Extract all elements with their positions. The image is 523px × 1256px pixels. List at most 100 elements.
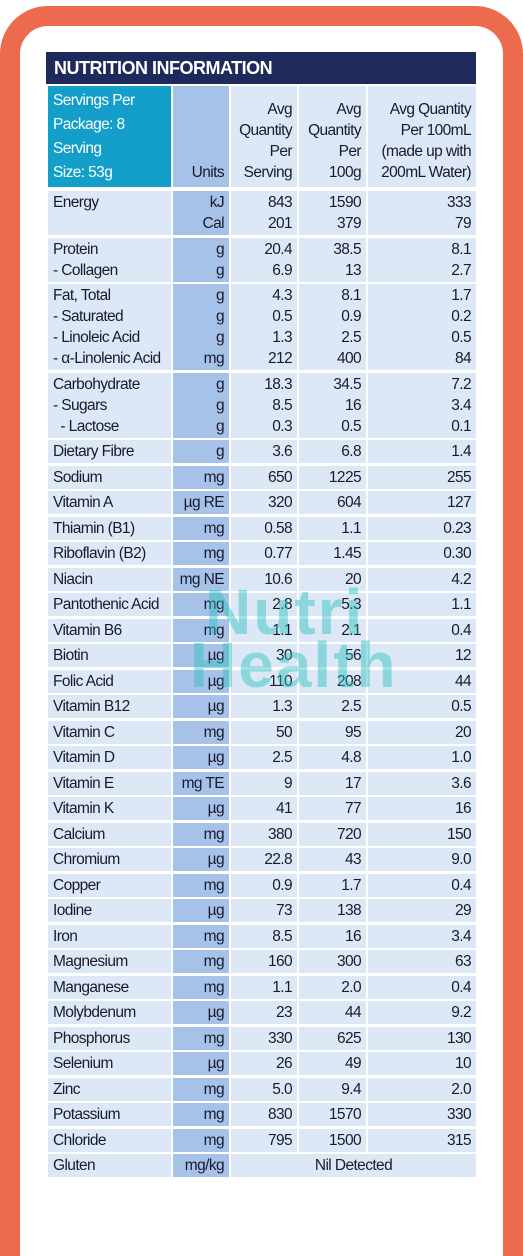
per100g-text: 13 [344,261,362,279]
serving-text: 23 [275,1004,293,1021]
per100g-cell: 20 [299,567,366,591]
units-cell: mg [173,822,229,846]
nutrient-text: Folic Acid [53,672,114,690]
units-cell: mg NE [173,567,229,591]
serving-cell: 0.77 [231,542,297,565]
nutrient-cell: Riboflavin (B2) [48,542,171,565]
per100g-text: 2.1 [341,621,361,639]
nutrient-text: Manganese [53,978,129,996]
per100ml-cell: 0.4 [368,975,476,999]
per100ml-text: 130 [446,1029,472,1047]
header-text: 200mL Water) [381,164,471,181]
nutrient-cell: Zinc [48,1077,171,1101]
per100ml-text: 44 [454,672,472,690]
watermark: Nutri [205,576,365,648]
serving-text: 22.8 [264,851,292,868]
serving-text: 18.3 [264,375,292,393]
per100ml-text: 0.5 [451,698,471,715]
per100ml-cell: 3.4 [368,924,476,948]
serving-cell: 30 [231,644,297,667]
units-cell: kJ Cal [173,191,229,235]
serving-text: 30 [275,647,293,664]
per100g-text: 400 [336,350,362,367]
units-text: kJ [209,194,225,211]
per100ml-cell: 44 [368,669,476,693]
per100ml-cell: 20 [368,720,476,744]
units-text: g [215,375,225,393]
per100ml-text: 3.4 [451,396,471,414]
nutrient-cell: Molybdenum [48,1001,171,1024]
serving-text: 4.3 [272,287,292,304]
per100ml-text: 150 [446,825,472,843]
units-text: mg [203,876,225,894]
serving-cell: 10.6 [231,567,297,591]
serving-text: 9 [283,774,293,792]
per100g-text: 604 [336,494,362,511]
per100ml-cell: 1.1 [368,593,476,616]
serving-text: 110 [269,672,293,690]
nutrient-cell: Vitamin B12 [48,695,171,718]
per100g-cell: 2.5 [299,695,366,718]
serving-text: 8.5 [272,396,292,414]
units-cell: mg [173,542,229,565]
nutrient-text: Vitamin B6 [53,621,122,639]
per100g-cell: 1500 [299,1128,366,1152]
serving-text: 10.6 [264,570,292,588]
nutrient-text: - Saturated [53,308,124,325]
nutrient-text: - Lactose [53,417,119,435]
serving-text: 2.5 [272,749,292,766]
units-cell: µg [173,1001,229,1024]
nutrient-text: Protein [53,240,99,258]
units-text: µg [207,672,225,690]
units-text: µg [207,749,225,766]
units-cell: mg [173,465,229,489]
per100ml-text: 10 [454,1055,472,1072]
nutrient-text: Vitamin D [53,749,115,766]
nutrient-text: Molybdenum [53,1004,136,1021]
nutrient-text: Vitamin A [53,494,113,511]
per100ml-text: 1.4 [451,443,471,460]
nutrient-cell: Niacin [48,567,171,591]
nutrient-text: Thiamin (B1) [53,519,135,537]
serving-text: 201 [267,215,293,232]
nutrient-text: - α-Linolenic Acid [53,350,161,367]
units-text: mg [203,1106,225,1123]
per100ml-text: 0.23 [443,519,471,537]
nutrient-text: Chloride [53,1131,107,1149]
per100ml-text: 333 [446,194,472,211]
nutrient-cell: Vitamin K [48,797,171,820]
nutrient-text: Chromium [53,851,120,868]
nutrient-text: - Sugars [53,396,107,414]
frame [0,6,523,1256]
units-text: g [215,396,225,414]
units-text: g [215,261,225,279]
per100ml-text: 1.0 [451,749,471,766]
per100ml-text: 12 [454,647,472,664]
serving-text: 320 [267,494,293,511]
units-cell: µg [173,669,229,693]
units-cell: mg [173,873,229,897]
per100g-cell: 9.4 [299,1077,366,1101]
panel-title: NUTRITION INFORMATION [46,52,476,84]
per100ml-cell: 0.4 [368,873,476,897]
units-text: µg [207,800,225,817]
per100ml-text: 79 [454,215,472,232]
nutrient-cell: Protein - Collagen [48,237,171,282]
header-cell: Servings Per Package: 8 Serving Size: 53g [48,86,171,187]
per100g-text: 8.1 [341,287,361,304]
units-text: g [215,287,225,304]
units-text: µg RE [183,494,225,511]
per100g-cell: 720 [299,822,366,846]
serving-cell: 18.3 8.5 0.3 [231,372,297,438]
per100ml-cell: 2.0 [368,1077,476,1101]
units-cell: mg [173,516,229,540]
serving-cell: 110 [231,669,297,693]
serving-cell: 9 [231,771,297,795]
serving-cell: 0.58 [231,516,297,540]
serving-cell: 843 201 [231,191,297,235]
serving-cell: 26 [231,1052,297,1075]
per100g-cell: 4.8 [299,746,366,769]
nutrient-text: Vitamin E [53,774,114,792]
nutrient-cell: Vitamin C [48,720,171,744]
